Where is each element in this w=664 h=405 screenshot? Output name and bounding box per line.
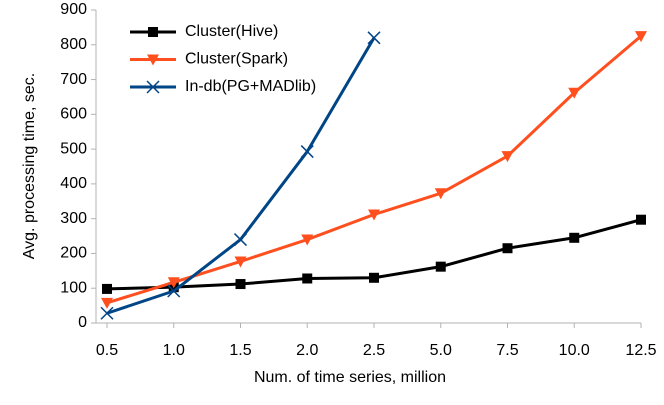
y-tick-label: 800 — [60, 36, 87, 53]
y-tick-label: 600 — [60, 106, 87, 123]
legend-marker — [148, 27, 158, 37]
x-tick-label: 10.0 — [559, 342, 590, 359]
marker — [101, 297, 113, 309]
y-tick-label: 500 — [60, 140, 87, 157]
x-axis-title: Num. of time series, million — [254, 369, 446, 386]
series-line — [106, 34, 642, 305]
x-tick-label: 12.5 — [625, 342, 656, 359]
marker — [501, 151, 514, 163]
marker — [235, 279, 246, 290]
y-tick-label: 900 — [60, 1, 87, 18]
marker — [568, 87, 581, 99]
y-tick-label: 100 — [60, 279, 87, 296]
marker — [167, 277, 180, 289]
x-tick-label: 5.0 — [430, 342, 452, 359]
marker — [367, 31, 381, 45]
legend-label: Cluster(Spark) — [185, 51, 288, 68]
marker — [636, 214, 646, 225]
y-axis-title: Avg. processing time, sec. — [21, 73, 38, 259]
marker — [100, 306, 114, 320]
marker — [302, 273, 313, 284]
legend-marker — [147, 54, 159, 66]
legend-marker — [146, 80, 160, 94]
x-tick-label: 2.5 — [363, 342, 385, 359]
marker — [569, 232, 580, 243]
y-tick-label: 0 — [78, 314, 87, 331]
legend-label: Cluster(Hive) — [185, 23, 278, 40]
marker — [300, 145, 314, 159]
x-tick-label: 1.5 — [229, 342, 251, 359]
marker — [502, 243, 513, 254]
x-tick-label: 2.0 — [296, 342, 318, 359]
marker — [234, 256, 247, 268]
y-tick-label: 700 — [60, 71, 87, 88]
y-tick-label: 300 — [60, 210, 87, 227]
marker — [635, 31, 647, 43]
marker — [434, 188, 447, 200]
legend-label: In-db(PG+MADlib) — [185, 78, 316, 95]
marker — [369, 272, 379, 283]
marker — [301, 234, 314, 246]
y-tick-label: 400 — [60, 175, 87, 192]
y-tick-label: 200 — [60, 245, 87, 262]
marker — [368, 209, 380, 221]
x-tick-label: 1.0 — [163, 342, 185, 359]
x-tick-label: 7.5 — [496, 342, 518, 359]
marker — [102, 283, 112, 294]
marker — [435, 261, 446, 272]
marker — [167, 284, 181, 298]
x-tick-label: 0.5 — [96, 342, 118, 359]
marker — [233, 233, 248, 247]
